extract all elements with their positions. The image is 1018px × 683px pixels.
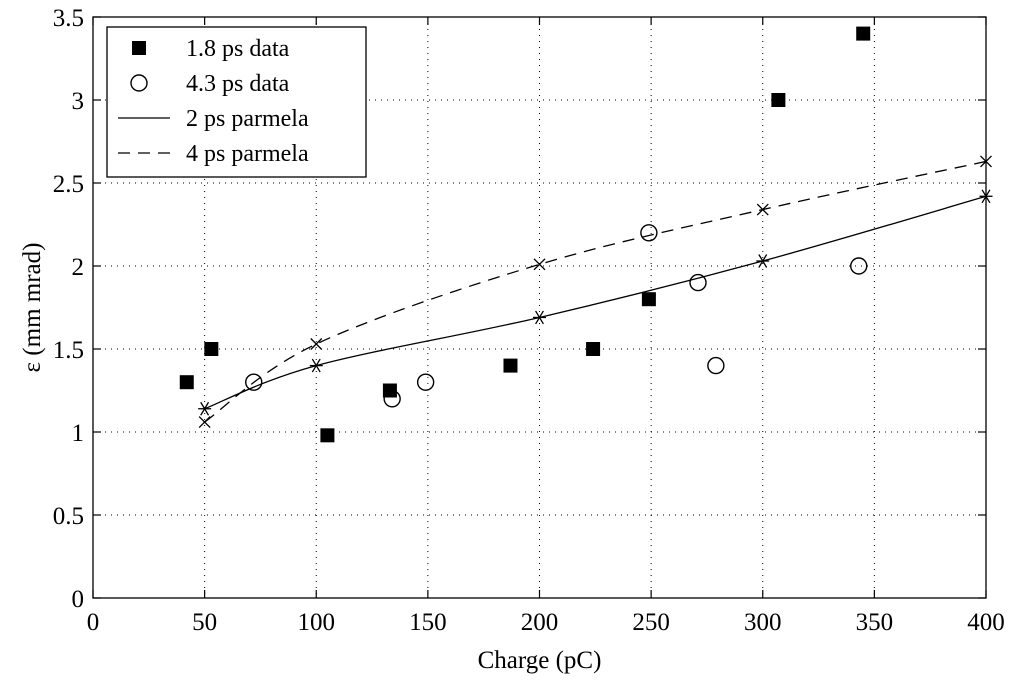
series-2: [198, 189, 993, 416]
x-tick-label: 400: [967, 609, 1005, 636]
data-point: [586, 342, 601, 356]
data-point: [503, 358, 518, 373]
series-1: [245, 224, 868, 408]
data-point: [179, 375, 194, 390]
y-tick-label: 0.5: [53, 503, 84, 530]
y-tick-label: 0: [72, 586, 85, 613]
data-point: [980, 155, 992, 168]
x-tick-label: 350: [856, 609, 894, 636]
data-point: [204, 342, 219, 356]
legend-label: 4 ps parmela: [186, 141, 309, 167]
y-tick-label: 2.5: [53, 171, 84, 198]
data-point: [856, 26, 871, 41]
x-tick-label: 100: [298, 609, 336, 636]
legend-marker: [130, 74, 148, 92]
data-point: [198, 416, 211, 428]
data-point: [689, 273, 707, 292]
data-point: [850, 257, 868, 275]
data-point: [310, 338, 323, 350]
x-tick-label: 150: [409, 609, 447, 636]
series-0: [179, 26, 871, 443]
data-point: [533, 310, 546, 325]
legend-label: 1.8 ps data: [186, 36, 290, 62]
data-point: [979, 189, 993, 204]
data-point: [771, 93, 786, 107]
legend-label: 2 ps parmela: [186, 106, 309, 132]
legend-entry: 4 ps parmela: [118, 141, 309, 167]
axis-ticks: 0 50 100 150 200 250 300 350 400 0 0.5 1 1.5 2 2.5 3 3.5: [53, 5, 1005, 636]
legend-box: [106, 26, 367, 178]
y-tick-label: 2: [72, 254, 85, 281]
x-tick-label: 50: [192, 609, 217, 636]
legend-label: 4.3 ps data: [186, 71, 290, 97]
series-3: [198, 155, 992, 428]
data-series: [179, 26, 993, 443]
data-point: [756, 254, 770, 268]
y-tick-label: 3: [72, 88, 85, 115]
series-line: [204, 160, 987, 423]
data-point: [309, 358, 323, 373]
x-tick-label: 300: [744, 609, 782, 636]
data-point: [198, 401, 212, 416]
data-point: [707, 356, 725, 375]
data-point: [383, 390, 401, 408]
y-tick-label: 1: [72, 420, 85, 447]
series-line: [204, 195, 987, 410]
data-point: [416, 373, 435, 391]
data-point: [245, 373, 263, 391]
data-point: [756, 203, 769, 216]
x-tick-label: 200: [521, 609, 559, 636]
y-axis-label: ε (mm mrad): [19, 243, 46, 373]
x-tick-label: 250: [632, 609, 670, 636]
data-point: [533, 258, 546, 271]
legend-entry: 4.3 ps data: [130, 71, 290, 97]
y-tick-label: 3.5: [53, 5, 84, 32]
y-tick-label: 1.5: [53, 337, 84, 364]
x-axis-label: Charge (pC): [478, 647, 602, 674]
legend-entry: 2 ps parmela: [118, 106, 309, 132]
legend: 1.8 ps data 4.3 ps data 2 ps parmela 4 ps p…: [106, 26, 367, 178]
legend-marker: [132, 41, 146, 55]
data-point: [641, 292, 656, 307]
legend-entry: 1.8 ps data: [132, 36, 290, 62]
data-point: [320, 428, 335, 443]
grid-lines: [93, 17, 986, 598]
x-tick-label: 0: [87, 609, 100, 636]
data-point: [640, 224, 658, 242]
